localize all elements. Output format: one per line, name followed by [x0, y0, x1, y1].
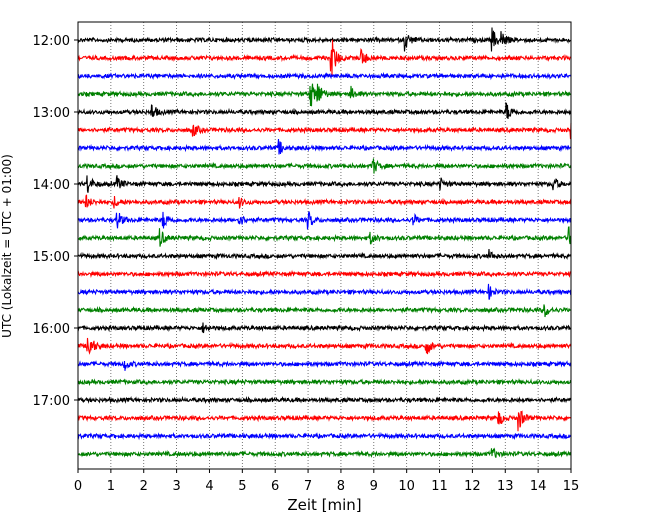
- trace-20-waveform: [77, 377, 572, 387]
- x-tick-label-6: 6: [271, 479, 279, 494]
- y-tick-label-2: 14:00: [33, 178, 70, 193]
- y-tick-label-0: 12:00: [33, 34, 70, 49]
- trace-16-waveform: [77, 304, 572, 318]
- seismogram-traces: [77, 27, 572, 458]
- trace-12-waveform: [77, 226, 572, 247]
- y-tick-label-4: 16:00: [33, 322, 70, 337]
- trace-13-waveform: [77, 249, 572, 261]
- trace-8: [77, 158, 572, 174]
- y-tick-label-1: 13:00: [33, 106, 70, 121]
- y-tick-label-5: 17:00: [33, 394, 70, 409]
- x-tick-label-13: 13: [497, 479, 514, 494]
- trace-22-waveform: [77, 410, 572, 432]
- y-tick-label-3: 15:00: [33, 250, 70, 265]
- trace-3-waveform: [77, 71, 572, 81]
- trace-13: [77, 249, 572, 261]
- trace-16: [77, 304, 572, 318]
- x-tick-label-4: 4: [205, 479, 213, 494]
- trace-23: [77, 431, 572, 441]
- trace-9: [77, 175, 572, 193]
- y-axis: 12:00 13:00 14:00 15:00 16:00 17:00: [33, 34, 78, 409]
- trace-18: [77, 337, 572, 355]
- x-tick-label-7: 7: [304, 479, 312, 494]
- x-tick-label-12: 12: [464, 479, 481, 494]
- trace-1: [77, 27, 572, 52]
- trace-6-waveform: [77, 122, 572, 140]
- x-tick-label-9: 9: [370, 479, 378, 494]
- x-tick-label-10: 10: [398, 479, 415, 494]
- trace-15-waveform: [77, 283, 572, 300]
- plot-frame: [77, 21, 572, 470]
- x-tick-label-3: 3: [172, 479, 180, 494]
- trace-10: [77, 194, 572, 209]
- trace-11: [77, 211, 572, 230]
- trace-21-waveform: [77, 395, 572, 405]
- y-axis-label: UTC (Lokalzeit = UTC + 01:00): [0, 154, 14, 338]
- trace-5: [77, 101, 572, 119]
- trace-11-waveform: [77, 211, 572, 230]
- x-tick-label-15: 15: [563, 479, 580, 494]
- trace-10-waveform: [77, 194, 572, 209]
- trace-8-waveform: [77, 158, 572, 174]
- x-tick-label-8: 8: [337, 479, 345, 494]
- trace-24-waveform: [77, 447, 572, 458]
- x-tick-label-11: 11: [431, 479, 448, 494]
- trace-5-waveform: [77, 101, 572, 119]
- trace-14-waveform: [77, 269, 572, 279]
- x-axis-label: Zeit [min]: [287, 496, 361, 514]
- trace-9-waveform: [77, 175, 572, 193]
- trace-4: [77, 83, 572, 107]
- trace-18-waveform: [77, 337, 572, 355]
- x-tick-label-2: 2: [140, 479, 148, 494]
- trace-19: [77, 359, 572, 371]
- trace-4-waveform: [77, 83, 572, 107]
- trace-7-waveform: [77, 138, 572, 155]
- trace-24: [77, 447, 572, 458]
- trace-3: [77, 71, 572, 81]
- trace-17: [77, 322, 572, 334]
- trace-20: [77, 377, 572, 387]
- trace-17-waveform: [77, 322, 572, 334]
- trace-23-waveform: [77, 431, 572, 441]
- trace-12: [77, 226, 572, 247]
- x-tick-label-5: 5: [238, 479, 246, 494]
- x-tick-label-14: 14: [530, 479, 547, 494]
- vertical-grid: [110, 22, 539, 469]
- trace-2-waveform: [77, 39, 572, 77]
- x-tick-label-0: 0: [74, 479, 82, 494]
- trace-1-waveform: [77, 27, 572, 52]
- trace-2: [77, 39, 572, 77]
- trace-14: [77, 269, 572, 279]
- trace-6: [77, 122, 572, 140]
- trace-15: [77, 283, 572, 300]
- x-axis: 0 1 2 3 4 5 6 7 8 9 10 11 12 13 14 15: [74, 469, 579, 494]
- trace-21: [77, 395, 572, 405]
- trace-19-waveform: [77, 359, 572, 371]
- x-tick-label-1: 1: [107, 479, 115, 494]
- trace-7: [77, 138, 572, 155]
- trace-22: [77, 410, 572, 432]
